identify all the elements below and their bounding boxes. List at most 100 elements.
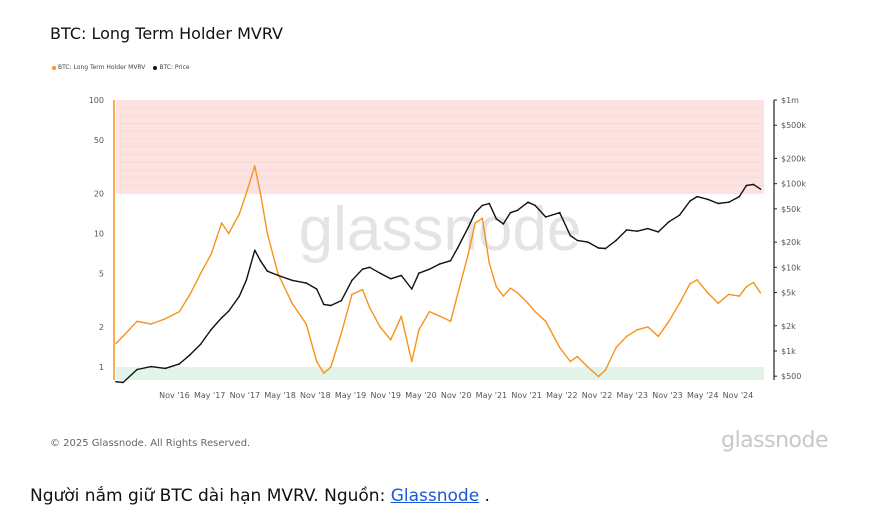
data-point <box>534 310 536 313</box>
data-point <box>253 165 256 167</box>
x-tick-label: Nov '20 <box>441 391 472 400</box>
data-point <box>361 288 364 291</box>
left-tick-label: 1 <box>99 363 104 372</box>
glassnode-logo: glassnode <box>721 428 828 453</box>
left-tick-label: 20 <box>94 189 104 198</box>
data-point <box>615 239 617 242</box>
data-point <box>178 363 181 365</box>
x-tick-label: May '21 <box>476 391 507 400</box>
data-point <box>678 302 681 305</box>
right-tick-label: $2k <box>781 322 796 331</box>
right-tick-label: $1m <box>781 96 799 105</box>
data-point <box>122 335 124 338</box>
data-point <box>277 274 279 277</box>
data-point <box>604 247 607 250</box>
data-point <box>266 270 269 272</box>
data-point <box>625 229 628 231</box>
x-tick-label: May '19 <box>335 391 366 400</box>
data-point <box>706 198 709 201</box>
data-point <box>456 247 459 249</box>
x-tick-label: May '17 <box>194 391 225 400</box>
data-point <box>587 241 589 243</box>
data-point <box>509 287 512 289</box>
caption-after: . <box>479 486 490 506</box>
data-point <box>291 302 293 305</box>
data-point <box>330 304 332 307</box>
data-point <box>189 293 191 296</box>
data-point <box>678 214 681 216</box>
data-point <box>527 302 529 305</box>
series-line-mvrv <box>115 165 762 378</box>
data-point <box>210 253 212 256</box>
data-point <box>696 195 698 198</box>
data-point <box>330 366 332 368</box>
data-point <box>759 291 762 294</box>
legend-item-mvrv[interactable]: BTC: Long Term Holder MVRV <box>52 64 145 71</box>
data-point <box>238 213 241 215</box>
data-point <box>689 200 691 202</box>
data-point <box>727 293 730 296</box>
data-point <box>646 227 649 230</box>
x-tick-label: Nov '24 <box>723 391 754 400</box>
data-point <box>752 183 755 186</box>
data-point <box>259 259 262 262</box>
data-point <box>428 268 431 270</box>
data-point <box>361 268 364 270</box>
data-point <box>657 231 660 233</box>
data-point <box>597 375 600 378</box>
data-point <box>351 279 353 282</box>
data-point <box>481 204 484 207</box>
watermark: glassnode <box>299 195 582 264</box>
caption: Người nắm giữ BTC dài hạn MVRV. Nguồn: G… <box>30 486 490 506</box>
data-point <box>569 360 572 363</box>
data-point <box>689 283 691 285</box>
series-line-price <box>115 183 761 384</box>
data-point <box>615 346 617 349</box>
data-point <box>474 222 477 224</box>
right-tick-label: $20k <box>781 238 801 247</box>
data-point <box>340 332 343 334</box>
data-point <box>488 202 491 205</box>
left-tick-label: 2 <box>99 323 104 332</box>
x-tick-label: May '18 <box>264 391 295 400</box>
right-tick-label: $5k <box>781 289 796 298</box>
data-point <box>646 326 649 328</box>
caption-source-link[interactable]: Glassnode <box>390 486 480 506</box>
data-point <box>411 288 413 290</box>
data-point <box>439 263 441 265</box>
data-point <box>657 335 660 338</box>
x-tick-label: Nov '19 <box>370 391 401 400</box>
data-point <box>418 272 420 275</box>
data-point <box>569 234 572 237</box>
x-tick-label: May '23 <box>617 391 648 400</box>
data-point <box>379 272 381 275</box>
data-point <box>449 259 452 262</box>
data-point <box>220 222 223 224</box>
data-point <box>291 279 293 282</box>
data-point <box>411 360 413 363</box>
data-point <box>544 216 547 218</box>
right-tick-label: $500k <box>781 121 806 130</box>
legend-item-price[interactable]: BTC: Price <box>153 64 190 71</box>
data-point <box>481 217 484 220</box>
data-point <box>136 368 138 371</box>
data-point <box>150 365 153 368</box>
left-tick-label: 100 <box>89 96 104 105</box>
data-point <box>305 282 307 284</box>
right-tick-label: $50k <box>781 205 801 214</box>
data-point <box>115 380 117 383</box>
data-point <box>717 302 720 305</box>
data-point <box>636 329 639 331</box>
data-point <box>389 277 392 280</box>
x-tick-label: May '20 <box>405 391 436 400</box>
data-point <box>576 355 579 358</box>
data-point <box>576 239 579 242</box>
data-point <box>199 343 202 346</box>
data-point <box>509 211 512 214</box>
data-point <box>456 293 459 296</box>
caption-text: Người nắm giữ BTC dài hạn MVRV. Nguồn: <box>30 486 391 506</box>
data-point <box>220 316 223 319</box>
right-tick-label: $1k <box>781 347 796 356</box>
data-point <box>587 366 589 368</box>
right-tick-label: $500 <box>781 372 801 381</box>
